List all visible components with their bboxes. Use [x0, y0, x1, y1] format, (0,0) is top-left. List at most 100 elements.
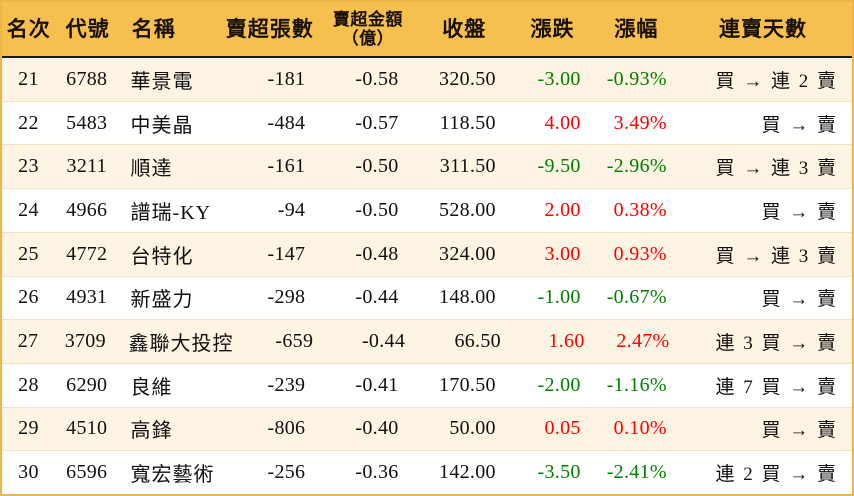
cell-rank: 25 [2, 243, 55, 266]
price-change-percent: -0.93% [606, 67, 667, 90]
cell-rank: 23 [2, 155, 55, 178]
price-change-value: -3.50 [537, 461, 581, 484]
cell-pct: -2.96% [593, 155, 681, 178]
cell-days: 買 → 連 2 賣 [681, 66, 852, 93]
code-value: 4772 [66, 242, 108, 265]
consecutive-sell-days-text: 連 7 買 → 賣 [715, 376, 838, 398]
cell-name: 高鋒 [119, 414, 218, 443]
close-value: 66.50 [454, 330, 501, 353]
cell-name: 譜瑞-KY [119, 196, 218, 225]
price-change-value: -9.50 [537, 155, 581, 178]
cell-lots: -94 [217, 199, 317, 222]
price-change-percent: -2.96% [606, 155, 667, 178]
cell-code: 4772 [55, 243, 119, 266]
column-header-pct[interactable]: 漲幅 [593, 17, 680, 41]
stock-name-text: 台特化 [130, 245, 194, 268]
rank-value: 28 [18, 373, 39, 396]
cell-days: 連 2 買 → 賣 [681, 459, 852, 486]
code-value: 4510 [66, 417, 108, 440]
table-row[interactable]: 29 4510 高鋒 -806 -0.40 50.00 0.05 0.10% 買 → 賣 [2, 407, 852, 452]
price-change-percent: 0.38% [613, 198, 667, 221]
stock-name-text: 譜瑞-KY [130, 201, 212, 224]
column-header-name[interactable]: 名稱 [120, 16, 219, 41]
consecutive-sell-days-text: 買 → 連 3 賣 [715, 158, 838, 180]
column-header-label: 代號 [65, 16, 110, 41]
column-header-days[interactable]: 連賣天數 [680, 17, 852, 41]
cell-close: 50.00 [415, 417, 512, 440]
code-value: 3709 [64, 330, 106, 353]
stock-name-text: 良維 [130, 376, 173, 399]
cell-close: 311.50 [415, 155, 512, 178]
column-header-change[interactable]: 漲跌 [512, 16, 592, 41]
cell-days: 買 → 連 3 賣 [681, 241, 852, 268]
consecutive-sell-days-text: 買 → 賣 [761, 420, 838, 442]
cell-name: 中美晶 [119, 109, 218, 138]
price-change-percent: 0.93% [613, 242, 667, 265]
cell-lots: -659 [227, 330, 326, 353]
price-change-percent: 0.10% [613, 417, 667, 440]
consecutive-sell-days-text: 買 → 連 2 賣 [715, 70, 838, 92]
close-value: 50.00 [449, 417, 496, 440]
table-row[interactable]: 24 4966 譜瑞-KY -94 -0.50 528.00 2.00 0.38% 買 → 賣 [2, 189, 852, 233]
table-row[interactable]: 21 6788 華景電 -181 -0.58 320.50 -3.00 -0.93% 買 → 連… [2, 58, 852, 102]
cell-close: 324.00 [415, 243, 512, 266]
column-header-close[interactable]: 收盤 [416, 17, 512, 41]
cell-pct: -1.16% [593, 374, 681, 397]
cell-days: 買 → 賣 [681, 110, 852, 137]
cell-name: 鑫聯大投控 [117, 327, 233, 356]
code-value: 6290 [66, 373, 108, 396]
lots-value: -147 [267, 242, 306, 265]
amount-value: -0.41 [355, 373, 399, 396]
cell-rank: 24 [2, 199, 55, 222]
column-header-amount[interactable]: 賣超金額 （億） [320, 10, 416, 48]
stock-name-text: 華景電 [130, 70, 194, 93]
consecutive-sell-days-text: 買 → 連 3 賣 [715, 245, 838, 267]
cell-name: 華景電 [119, 65, 218, 94]
cell-code: 3709 [54, 330, 116, 353]
price-change-value: 3.00 [544, 242, 581, 265]
rank-value: 21 [18, 67, 39, 90]
close-value: 170.50 [439, 373, 496, 396]
stock-name-text: 中美晶 [130, 114, 194, 137]
close-value: 118.50 [439, 111, 496, 134]
column-header-label: 名稱 [131, 16, 176, 41]
table-row[interactable]: 23 3211 順達 -161 -0.50 311.50 -9.50 -2.96% 買 → 連 … [2, 145, 852, 190]
cell-change: -9.50 [512, 155, 593, 178]
column-header-lots[interactable]: 賣超張數 [219, 17, 320, 41]
cell-close: 142.00 [415, 461, 512, 484]
lots-value: -806 [267, 417, 306, 440]
table-row[interactable]: 25 4772 台特化 -147 -0.48 324.00 3.00 0.93% 買 → 連 3… [2, 232, 852, 277]
lots-value: -94 [277, 198, 306, 221]
table-header-row: 名次 代號 名稱 賣超張數 賣超金額 （億） 收盤 漲跌 漲幅 連賣天數 [2, 2, 852, 58]
table-body: 21 6788 華景電 -181 -0.58 320.50 -3.00 -0.93% 買 → 連… [2, 58, 852, 495]
cell-rank: 27 [2, 330, 54, 353]
cell-lots: -161 [217, 155, 317, 178]
cell-code: 5483 [55, 112, 119, 135]
amount-value: -0.48 [355, 242, 399, 265]
cell-amount: -0.41 [317, 374, 414, 397]
column-header-label: 漲跌 [530, 16, 575, 41]
column-header-code[interactable]: 代號 [56, 16, 120, 41]
cell-lots: -484 [217, 112, 317, 135]
code-value: 6596 [66, 461, 108, 484]
table-row[interactable]: 22 5483 中美晶 -484 -0.57 118.50 4.00 3.49% 買 → 賣 [2, 101, 852, 146]
cell-rank: 21 [2, 68, 55, 91]
cell-lots: -806 [217, 417, 317, 440]
cell-days: 買 → 賣 [681, 415, 852, 442]
table-row[interactable]: 30 6596 寬宏藝術 -256 -0.36 142.00 -3.50 -2.41% 連 2 … [2, 451, 852, 495]
cell-days: 買 → 連 3 賣 [681, 153, 852, 180]
close-value: 148.00 [439, 286, 496, 309]
cell-pct: 0.38% [593, 199, 681, 222]
table-row[interactable]: 26 4931 新盛力 -298 -0.44 148.00 -1.00 -0.67% 買 → 賣 [2, 276, 852, 321]
table-row[interactable]: 28 6290 良維 -239 -0.41 170.50 -2.00 -1.16% 連 7 買 … [2, 363, 852, 408]
column-header-rank[interactable]: 名次 [2, 17, 56, 41]
cell-code: 3211 [55, 155, 119, 178]
cell-close: 148.00 [415, 286, 512, 309]
table-row[interactable]: 27 3709 鑫聯大投控 -659 -0.44 66.50 1.60 2.47% 連 3 買 … [2, 320, 852, 364]
stock-name-text: 順達 [130, 158, 173, 181]
close-value: 320.50 [439, 67, 496, 90]
cell-pct: 2.47% [597, 330, 684, 353]
cell-lots: -256 [217, 461, 317, 484]
cell-amount: -0.57 [317, 112, 414, 135]
cell-change: -2.00 [512, 374, 593, 397]
